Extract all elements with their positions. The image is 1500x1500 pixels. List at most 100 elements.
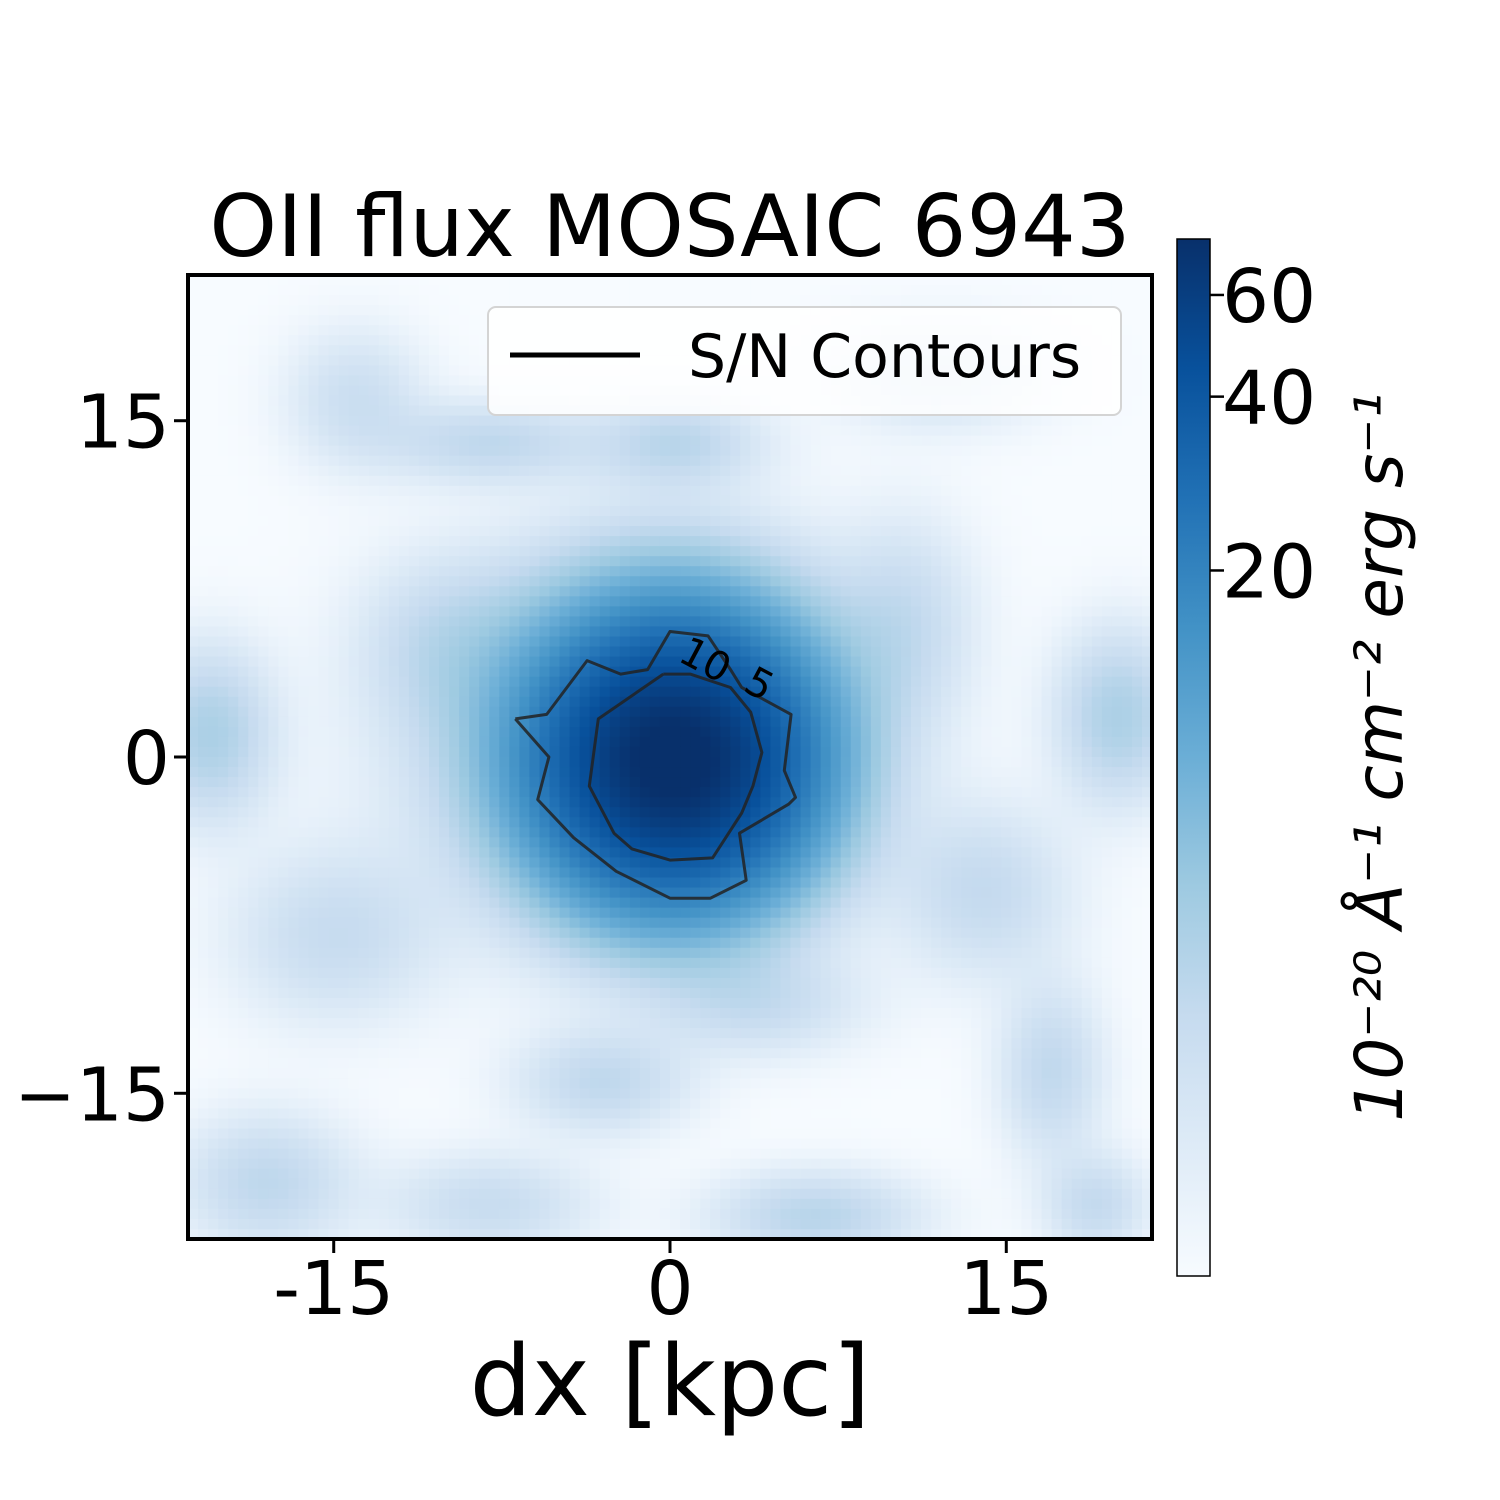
heatmap-cell bbox=[991, 536, 1002, 547]
heatmap-cell bbox=[388, 566, 400, 577]
heatmap-cell bbox=[609, 465, 621, 477]
heatmap-cell bbox=[489, 576, 500, 587]
heatmap-cell bbox=[348, 746, 360, 758]
heatmap-cell bbox=[539, 275, 551, 286]
heatmap-cell bbox=[609, 777, 621, 788]
heatmap-cell bbox=[1021, 516, 1033, 527]
heatmap-cell bbox=[489, 546, 500, 557]
heatmap-cell bbox=[308, 716, 320, 728]
heatmap-cell bbox=[539, 787, 551, 798]
heatmap-cell bbox=[670, 566, 681, 577]
heatmap-cell bbox=[1001, 526, 1013, 537]
heatmap-cell bbox=[639, 566, 651, 577]
heatmap-cell bbox=[880, 736, 892, 748]
heatmap-cell bbox=[1061, 586, 1073, 597]
heatmap-cell bbox=[308, 516, 320, 527]
heatmap-cell bbox=[659, 275, 671, 286]
heatmap-cell bbox=[900, 415, 912, 427]
heatmap-cell bbox=[931, 445, 942, 457]
heatmap-cell bbox=[971, 596, 982, 607]
heatmap-cell bbox=[690, 656, 701, 668]
heatmap-cell bbox=[1101, 455, 1113, 467]
heatmap-cell bbox=[670, 596, 681, 607]
heatmap-cell bbox=[418, 375, 430, 387]
heatmap-cell bbox=[569, 676, 581, 688]
heatmap-cell bbox=[941, 445, 952, 457]
heatmap-cell bbox=[730, 676, 741, 688]
heatmap-cell bbox=[860, 546, 872, 557]
heatmap-cell bbox=[1031, 275, 1043, 286]
heatmap-cell bbox=[358, 757, 370, 768]
heatmap-cell bbox=[1091, 435, 1103, 447]
heatmap-cell bbox=[710, 596, 721, 607]
heatmap-cell bbox=[670, 295, 681, 306]
heatmap-cell bbox=[941, 696, 952, 708]
heatmap-cell bbox=[228, 345, 239, 356]
heatmap-cell bbox=[318, 365, 330, 377]
heatmap-cell bbox=[680, 495, 691, 507]
heatmap-cell bbox=[690, 526, 701, 537]
heatmap-cell bbox=[288, 425, 300, 437]
heatmap-cell bbox=[228, 676, 239, 688]
heatmap-cell bbox=[288, 777, 300, 788]
heatmap-cell bbox=[218, 676, 229, 688]
heatmap-cell bbox=[740, 646, 751, 658]
heatmap-cell bbox=[911, 546, 922, 557]
heatmap-cell bbox=[589, 505, 601, 517]
heatmap-cell bbox=[870, 696, 882, 708]
heatmap-cell bbox=[1011, 435, 1023, 447]
heatmap-cell bbox=[609, 526, 621, 537]
heatmap-cell bbox=[921, 736, 932, 748]
heatmap-cell bbox=[1131, 335, 1143, 346]
heatmap-cell bbox=[880, 616, 892, 628]
heatmap-cell bbox=[318, 345, 330, 356]
heatmap-cell bbox=[730, 616, 741, 628]
heatmap-cell bbox=[820, 646, 832, 658]
heatmap-cell bbox=[258, 475, 269, 487]
heatmap-cell bbox=[288, 526, 300, 537]
heatmap-cell bbox=[398, 355, 410, 366]
heatmap-cell bbox=[981, 536, 992, 547]
heatmap-cell bbox=[629, 495, 641, 507]
heatmap-cell bbox=[408, 536, 420, 547]
heatmap-cell bbox=[991, 505, 1002, 517]
heatmap-cell bbox=[358, 415, 370, 427]
heatmap-cell bbox=[619, 736, 631, 748]
heatmap-cell bbox=[388, 576, 400, 587]
heatmap-cell bbox=[780, 475, 792, 487]
heatmap-cell bbox=[911, 275, 922, 286]
heatmap-cell bbox=[589, 706, 601, 718]
heatmap-cell bbox=[780, 646, 792, 658]
heatmap-cell bbox=[1101, 556, 1113, 567]
heatmap-cell bbox=[1021, 505, 1033, 517]
heatmap-cell bbox=[760, 746, 772, 758]
heatmap-cell bbox=[670, 666, 681, 678]
heatmap-cell bbox=[278, 536, 290, 547]
heatmap-cell bbox=[1091, 556, 1103, 567]
heatmap-cell bbox=[1141, 385, 1152, 397]
heatmap-cell bbox=[288, 275, 300, 286]
heatmap-cell bbox=[911, 285, 922, 296]
heatmap-cell bbox=[720, 285, 731, 296]
heatmap-cell bbox=[790, 596, 802, 607]
heatmap-cell bbox=[328, 435, 340, 447]
heatmap-cell bbox=[449, 777, 460, 788]
heatmap-cell bbox=[469, 405, 480, 417]
heatmap-cell bbox=[1101, 716, 1113, 728]
heatmap-cell bbox=[569, 546, 581, 557]
heatmap-cell bbox=[408, 395, 420, 407]
heatmap-cell bbox=[268, 516, 279, 527]
heatmap-cell bbox=[358, 676, 370, 688]
heatmap-cell bbox=[740, 566, 751, 577]
heatmap-cell bbox=[720, 546, 731, 557]
heatmap-cell bbox=[469, 777, 480, 788]
heatmap-cell bbox=[690, 546, 701, 557]
heatmap-cell bbox=[258, 746, 269, 758]
heatmap-cell bbox=[358, 706, 370, 718]
heatmap-cell bbox=[268, 355, 279, 366]
heatmap-cell bbox=[911, 777, 922, 788]
heatmap-cell bbox=[459, 305, 470, 316]
heatmap-cell bbox=[619, 445, 631, 457]
heatmap-cell bbox=[489, 656, 500, 668]
heatmap-cell bbox=[1141, 455, 1152, 467]
